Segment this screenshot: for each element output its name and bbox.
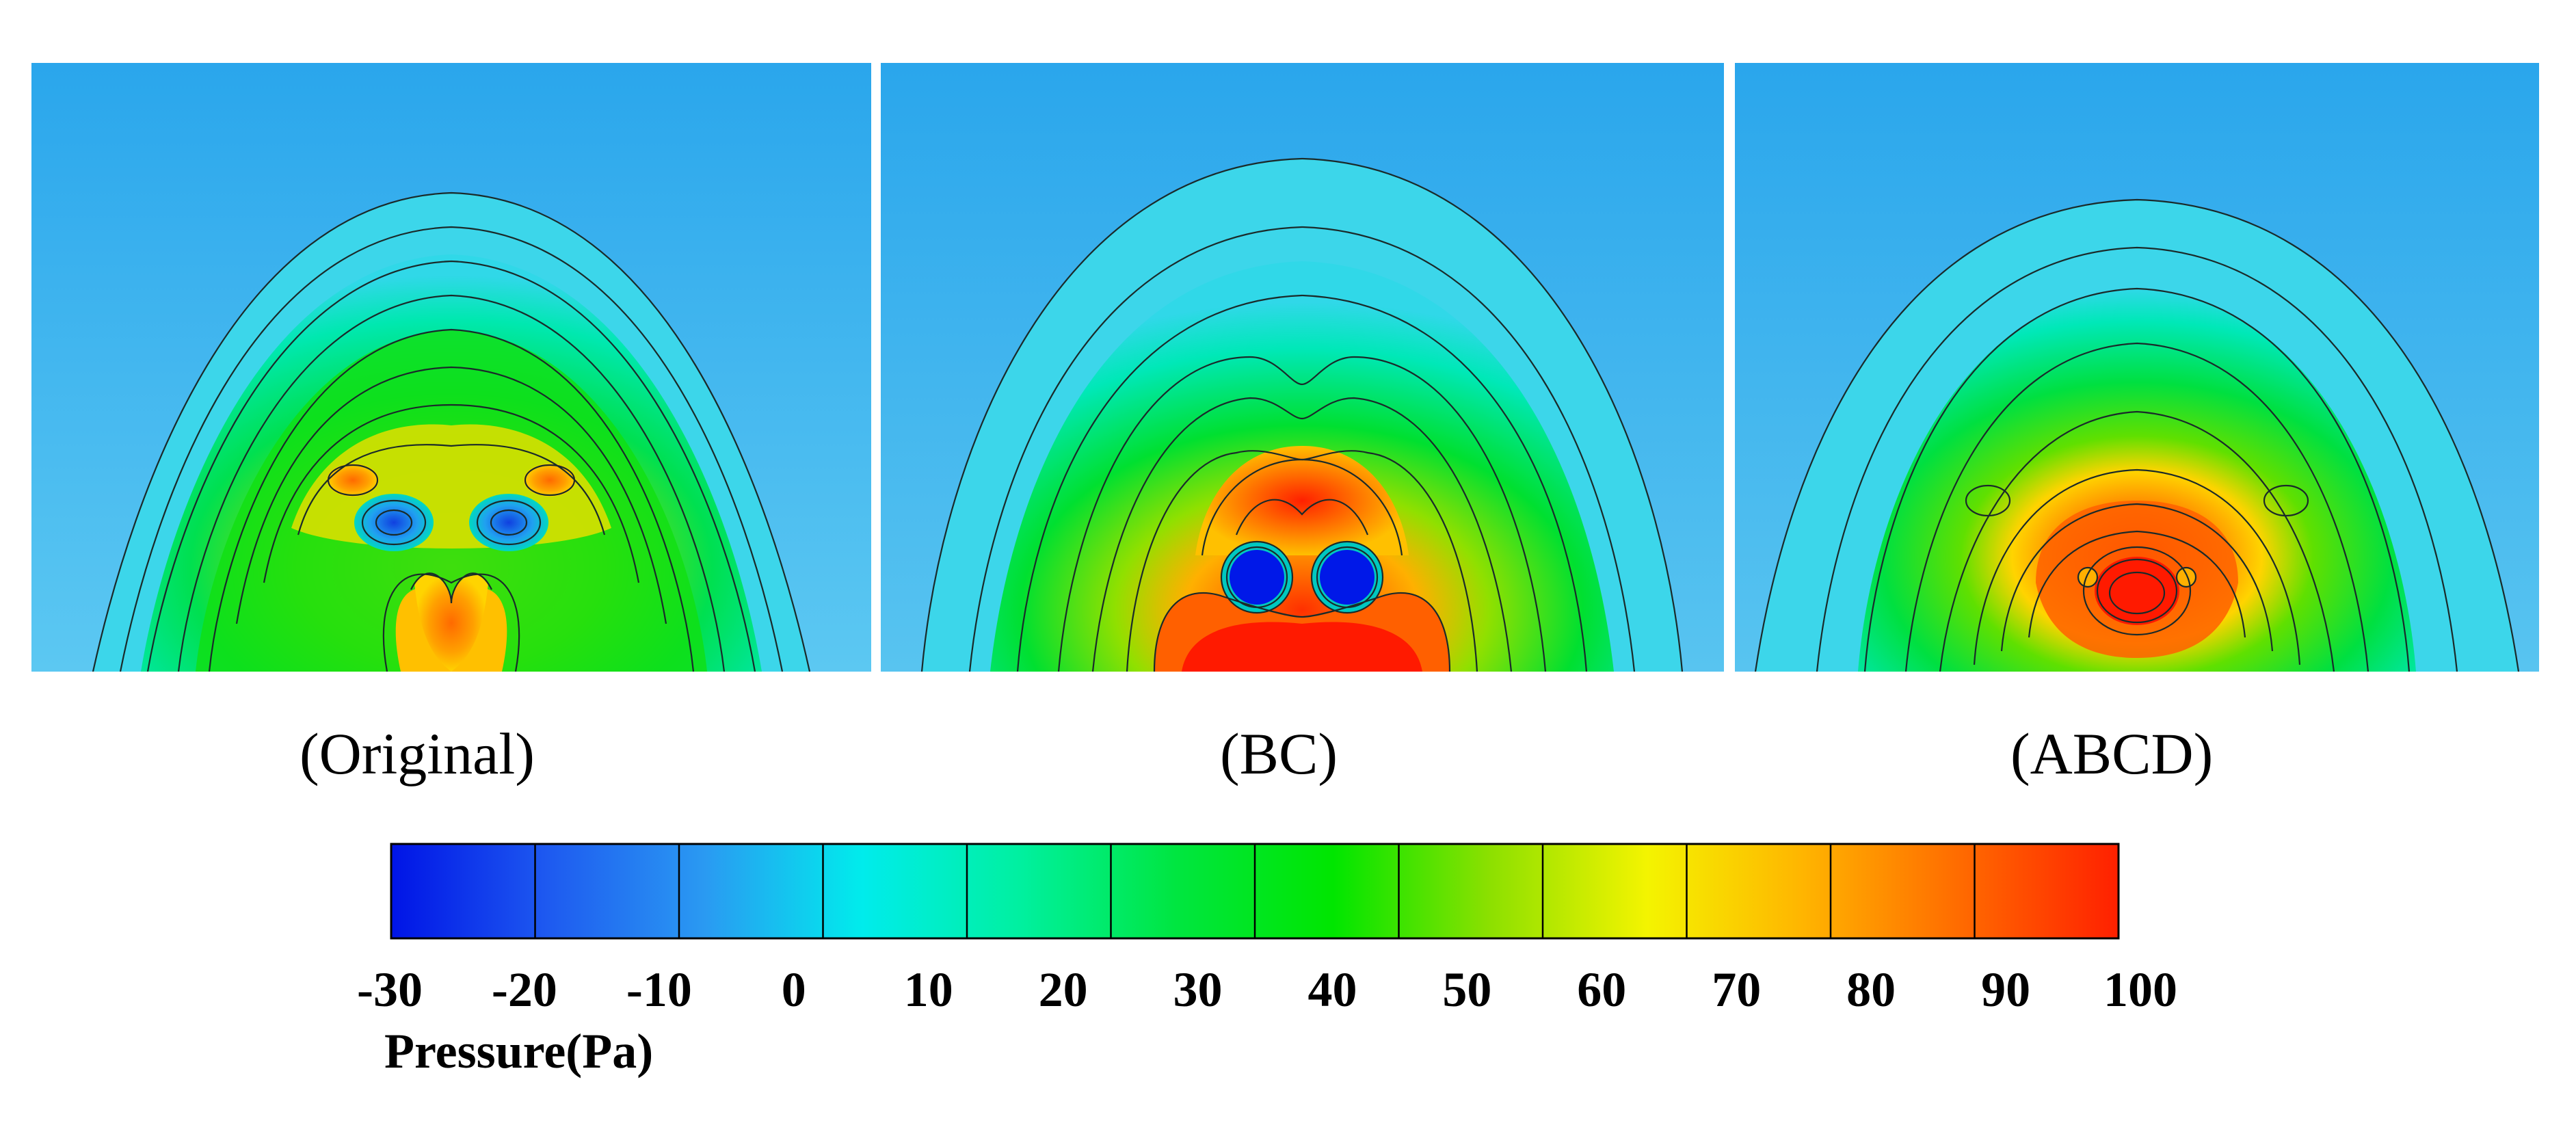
- colorbar-tick-label: -10: [626, 962, 692, 1017]
- colorbar-tick-label: 70: [1712, 962, 1762, 1017]
- colorbar-graphic: [390, 843, 2120, 940]
- colorbar-tick-label: 40: [1307, 962, 1357, 1017]
- colorbar-title: Pressure(Pa): [384, 1024, 654, 1079]
- pressure-colorbar: [390, 843, 2120, 940]
- contour-panel-bc: [881, 63, 1724, 672]
- colorbar-tick-label: -20: [491, 962, 557, 1017]
- contour-plot-original: [31, 63, 871, 672]
- colorbar-tick-label: 30: [1173, 962, 1223, 1017]
- contour-panel-original: [31, 63, 871, 672]
- contour-plot-abcd: [1735, 63, 2539, 672]
- panel-caption-bc: (BC): [1220, 721, 1338, 787]
- colorbar-tick-label: 90: [1981, 962, 2031, 1017]
- colorbar-tick-label: 100: [2103, 962, 2177, 1017]
- colorbar-tick-label: -30: [357, 962, 423, 1017]
- colorbar-tick-label: 80: [1846, 962, 1896, 1017]
- colorbar-tick-label: 10: [903, 962, 953, 1017]
- colorbar-tick-label: 50: [1442, 962, 1492, 1017]
- colorbar-tick-label: 20: [1038, 962, 1088, 1017]
- colorbar-tick-label: 60: [1577, 962, 1627, 1017]
- contour-plot-bc: [881, 63, 1724, 672]
- panel-caption-original: (Original): [300, 721, 535, 787]
- panel-caption-abcd: (ABCD): [2010, 721, 2214, 787]
- colorbar-tick-label: 0: [781, 962, 806, 1017]
- contour-panel-abcd: [1735, 63, 2539, 672]
